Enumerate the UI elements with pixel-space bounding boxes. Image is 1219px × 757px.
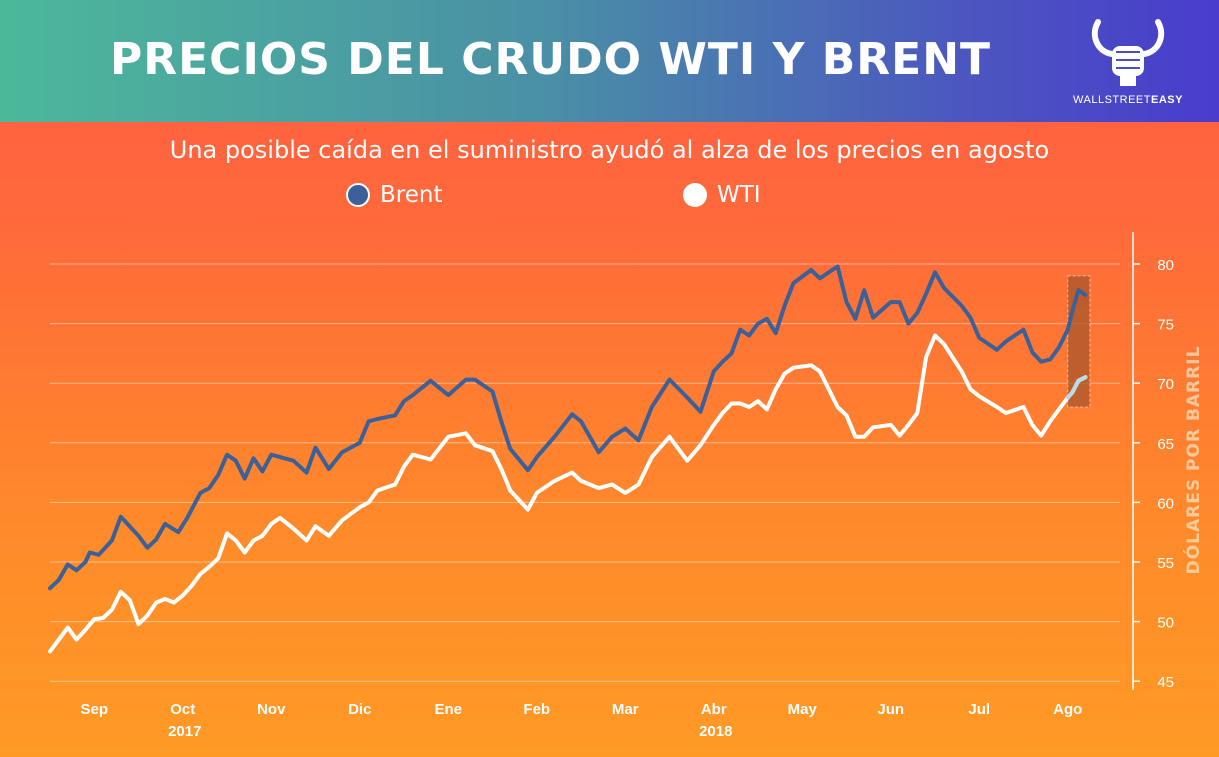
series-line-wti-highlight: [1065, 375, 1088, 400]
page-title: PRECIOS DEL CRUDO WTI Y BRENT: [110, 34, 992, 85]
y-tick-label: 80: [1157, 257, 1174, 274]
legend-label-wti: WTI: [717, 182, 761, 208]
y-tick-label: 50: [1157, 615, 1174, 632]
x-tick-label: Jun: [877, 701, 904, 718]
legend-swatch-brent: [346, 183, 370, 207]
year-label: 2018: [699, 723, 732, 740]
x-tick-label: Oct: [170, 701, 195, 718]
y-tick-label: 55: [1157, 555, 1174, 572]
y-tick-label: 45: [1157, 674, 1174, 691]
legend-label-brent: Brent: [380, 182, 443, 208]
legend-item-brent: Brent: [346, 180, 442, 210]
y-tick-label: 65: [1157, 436, 1174, 453]
x-tick-label: Dic: [348, 701, 371, 718]
chart-subtitle: Una posible caída en el suministro ayudó…: [169, 136, 1050, 164]
x-tick-label: Ene: [434, 701, 462, 718]
bull-fist-icon: [1091, 19, 1165, 86]
series-line-brent: [48, 264, 1088, 591]
legend-swatch-wti: [683, 183, 707, 207]
x-tick-label: May: [788, 701, 818, 718]
x-tick-label: Mar: [612, 701, 639, 718]
brand-name: WALLSTREETEASY: [1073, 94, 1183, 106]
year-label: 2017: [168, 723, 201, 740]
y-axis-label: DÓLARES POR BARRIL: [1182, 346, 1204, 575]
header-banner: PRECIOS DEL CRUDO WTI Y BRENT WALLSTREET…: [0, 0, 1219, 122]
x-tick-label: Feb: [523, 701, 550, 718]
y-tick-label: 60: [1157, 495, 1174, 512]
series-line-wti: [48, 333, 1088, 654]
y-tick-label: 75: [1157, 317, 1174, 334]
x-tick-label: Sep: [80, 701, 108, 718]
brand-logo: WALLSTREETEASY: [1068, 16, 1188, 116]
y-tick-label: 70: [1157, 376, 1174, 393]
legend-item-wti: WTI: [683, 180, 761, 210]
x-tick-label: Nov: [257, 701, 286, 718]
x-tick-label: Jul: [968, 701, 990, 718]
x-tick-label: Abr: [701, 701, 727, 718]
x-tick-label: Ago: [1053, 701, 1082, 718]
